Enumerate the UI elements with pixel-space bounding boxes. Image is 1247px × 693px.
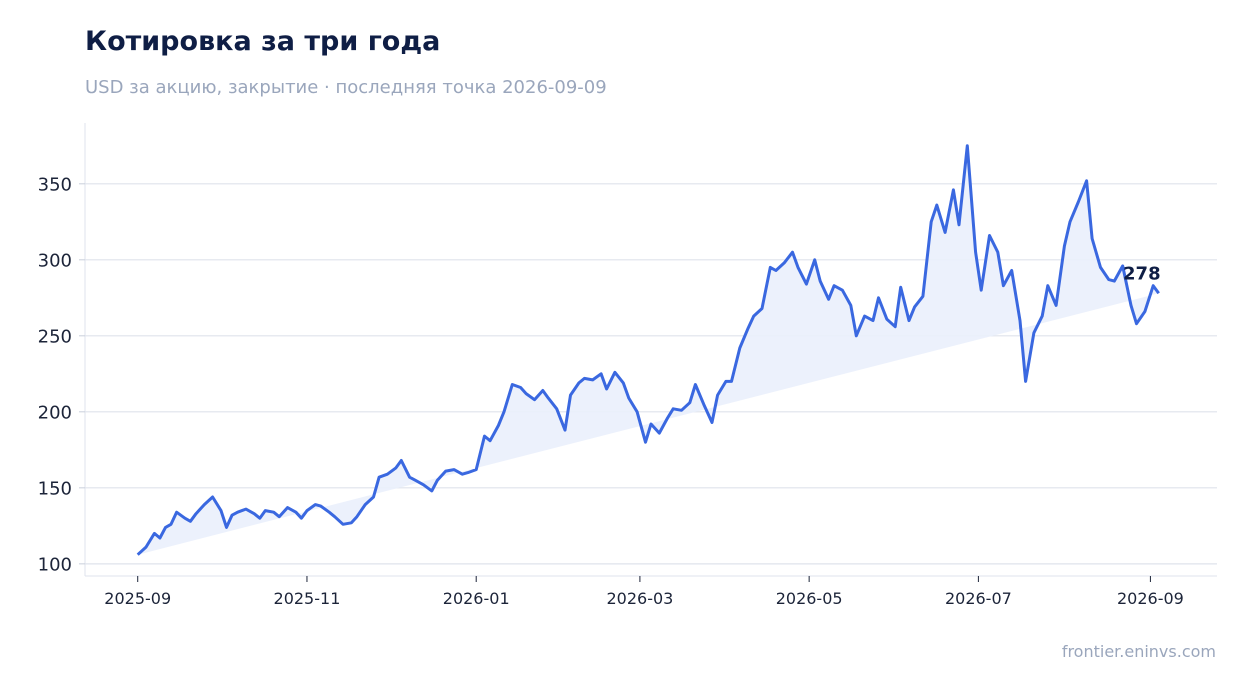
y-tick-label: 250 bbox=[38, 326, 72, 347]
x-tick-labels: 2025-09 2025-11 2026-01 2026-03 2026-05 2026-… bbox=[104, 576, 1184, 608]
chart-title: Котировка за три года bbox=[85, 26, 441, 57]
y-tick-label: 150 bbox=[38, 478, 72, 499]
x-tick-label: 2026-09 bbox=[1117, 589, 1184, 608]
x-tick-label: 2026-01 bbox=[443, 589, 510, 608]
x-tick-label: 2026-03 bbox=[606, 589, 673, 608]
axes bbox=[84, 123, 1217, 577]
gridlines bbox=[85, 183, 1217, 565]
series-line bbox=[136, 144, 1160, 556]
x-tick-label: 2026-05 bbox=[776, 589, 843, 608]
series-area-fill bbox=[137, 145, 1160, 556]
x-tick-label: 2025-09 bbox=[104, 589, 171, 608]
y-tick-labels: 100 150 200 250 300 350 bbox=[38, 174, 85, 575]
x-tick-label: 2025-11 bbox=[274, 589, 341, 608]
y-tick-label: 300 bbox=[38, 250, 72, 271]
y-tick-label: 100 bbox=[38, 554, 72, 575]
last-point-label: 278 bbox=[1123, 263, 1161, 284]
x-tick-label: 2026-07 bbox=[945, 589, 1012, 608]
y-tick-label: 350 bbox=[38, 174, 72, 195]
source-link[interactable]: frontier.eninvs.com bbox=[1061, 642, 1216, 661]
y-tick-label: 200 bbox=[38, 402, 72, 423]
chart-subtitle: USD за акцию, закрытие · последняя точка… bbox=[85, 77, 607, 98]
